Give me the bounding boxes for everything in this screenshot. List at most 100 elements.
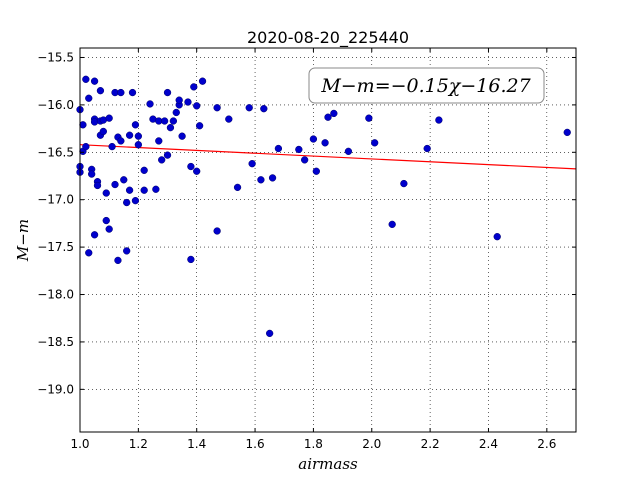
fit-equation-annotation: M−m=−0.15χ−16.27 (308, 67, 545, 104)
data-point (120, 176, 128, 184)
grid (79, 48, 576, 432)
data-point (125, 186, 134, 194)
data-point (123, 198, 131, 207)
data-point (163, 88, 172, 97)
data-point (330, 109, 338, 118)
data-point (96, 87, 105, 95)
data-point (301, 156, 309, 164)
data-point (128, 88, 137, 97)
data-point (152, 185, 160, 193)
x-tick-label: 2.6 (537, 437, 556, 451)
data-point (155, 137, 163, 145)
data-point (195, 122, 204, 130)
data-points (76, 75, 571, 338)
data-point (225, 115, 233, 123)
data-point (131, 197, 140, 205)
data-point (187, 162, 195, 171)
data-point (388, 220, 396, 229)
plot-area (80, 48, 576, 432)
data-point (90, 231, 99, 239)
x-tick-label: 1.8 (304, 437, 323, 451)
data-point (400, 179, 408, 188)
data-point (198, 77, 207, 85)
data-point (245, 104, 253, 112)
data-point (324, 113, 332, 121)
data-point (213, 227, 221, 235)
data-point (213, 104, 221, 112)
data-point (105, 114, 113, 122)
x-tick-label: 2.0 (362, 437, 381, 451)
x-tick-label: 1.4 (187, 437, 206, 451)
data-point (108, 142, 116, 151)
x-tick-label: 2.4 (479, 437, 498, 451)
data-point (169, 117, 178, 125)
data-point (82, 142, 90, 151)
data-point (85, 249, 93, 257)
y-tick-label: −16.0 (37, 98, 74, 112)
x-tick-label: 2.2 (421, 437, 440, 451)
data-point (295, 145, 303, 154)
y-tick-label: −17.0 (37, 193, 74, 207)
data-point (117, 137, 125, 145)
x-tick-labels: 1.0 1.2 1.4 1.6 1.8 2.0 2.2 2.4 2.6 (70, 437, 556, 451)
annotation-box (308, 67, 545, 104)
data-point (260, 105, 268, 113)
y-tick-label: −18.5 (37, 335, 74, 349)
data-point (172, 108, 180, 117)
y-tick-label: −17.5 (37, 240, 74, 254)
data-point (90, 77, 99, 85)
data-point (105, 225, 113, 233)
data-point (134, 132, 143, 140)
data-point (125, 131, 134, 139)
data-point (82, 75, 90, 83)
x-tick-label: 1.2 (129, 437, 148, 451)
data-point (140, 166, 148, 174)
data-point (163, 151, 172, 159)
y-tick-labels: −15.5 −16.0 −16.5 −17.0 −17.5 −18.0 −18.5 −19.0 (37, 50, 74, 396)
data-point (166, 123, 175, 132)
fit-line (79, 144, 577, 170)
data-point (99, 127, 107, 136)
data-point (123, 247, 131, 255)
data-point (193, 102, 201, 110)
data-point (111, 180, 119, 189)
data-point (160, 117, 169, 125)
data-point (344, 147, 353, 155)
data-point (131, 121, 140, 129)
data-point (158, 156, 166, 164)
data-point (257, 176, 265, 184)
data-point (435, 116, 443, 124)
fit-line-group (79, 144, 577, 170)
data-point (265, 329, 274, 338)
data-point (309, 135, 318, 143)
data-point (187, 255, 195, 264)
plot-frame (79, 47, 577, 433)
data-point (140, 186, 148, 194)
data-point (178, 132, 186, 140)
data-point (268, 174, 277, 182)
y-tick-label: −15.5 (37, 50, 74, 64)
data-point (193, 167, 201, 175)
chart-title: 2020-08-20_225440 (247, 28, 409, 48)
data-point (117, 88, 125, 97)
data-point (114, 256, 122, 265)
x-tick-label: 1.6 (246, 437, 265, 451)
data-point (146, 100, 154, 108)
x-tick-label: 1.0 (70, 437, 89, 451)
data-point (312, 167, 320, 175)
data-point (248, 160, 256, 168)
axis-ticks (79, 48, 576, 432)
data-point (134, 141, 143, 149)
x-axis-label: airmass (298, 455, 358, 473)
data-point (93, 181, 102, 190)
data-point (563, 128, 571, 137)
y-tick-label: −18.0 (37, 288, 74, 302)
data-point (371, 139, 379, 147)
data-point (365, 114, 373, 122)
data-point (493, 233, 501, 241)
data-point (88, 170, 96, 178)
data-point (184, 98, 192, 106)
data-point (321, 139, 329, 147)
data-point (102, 216, 110, 225)
